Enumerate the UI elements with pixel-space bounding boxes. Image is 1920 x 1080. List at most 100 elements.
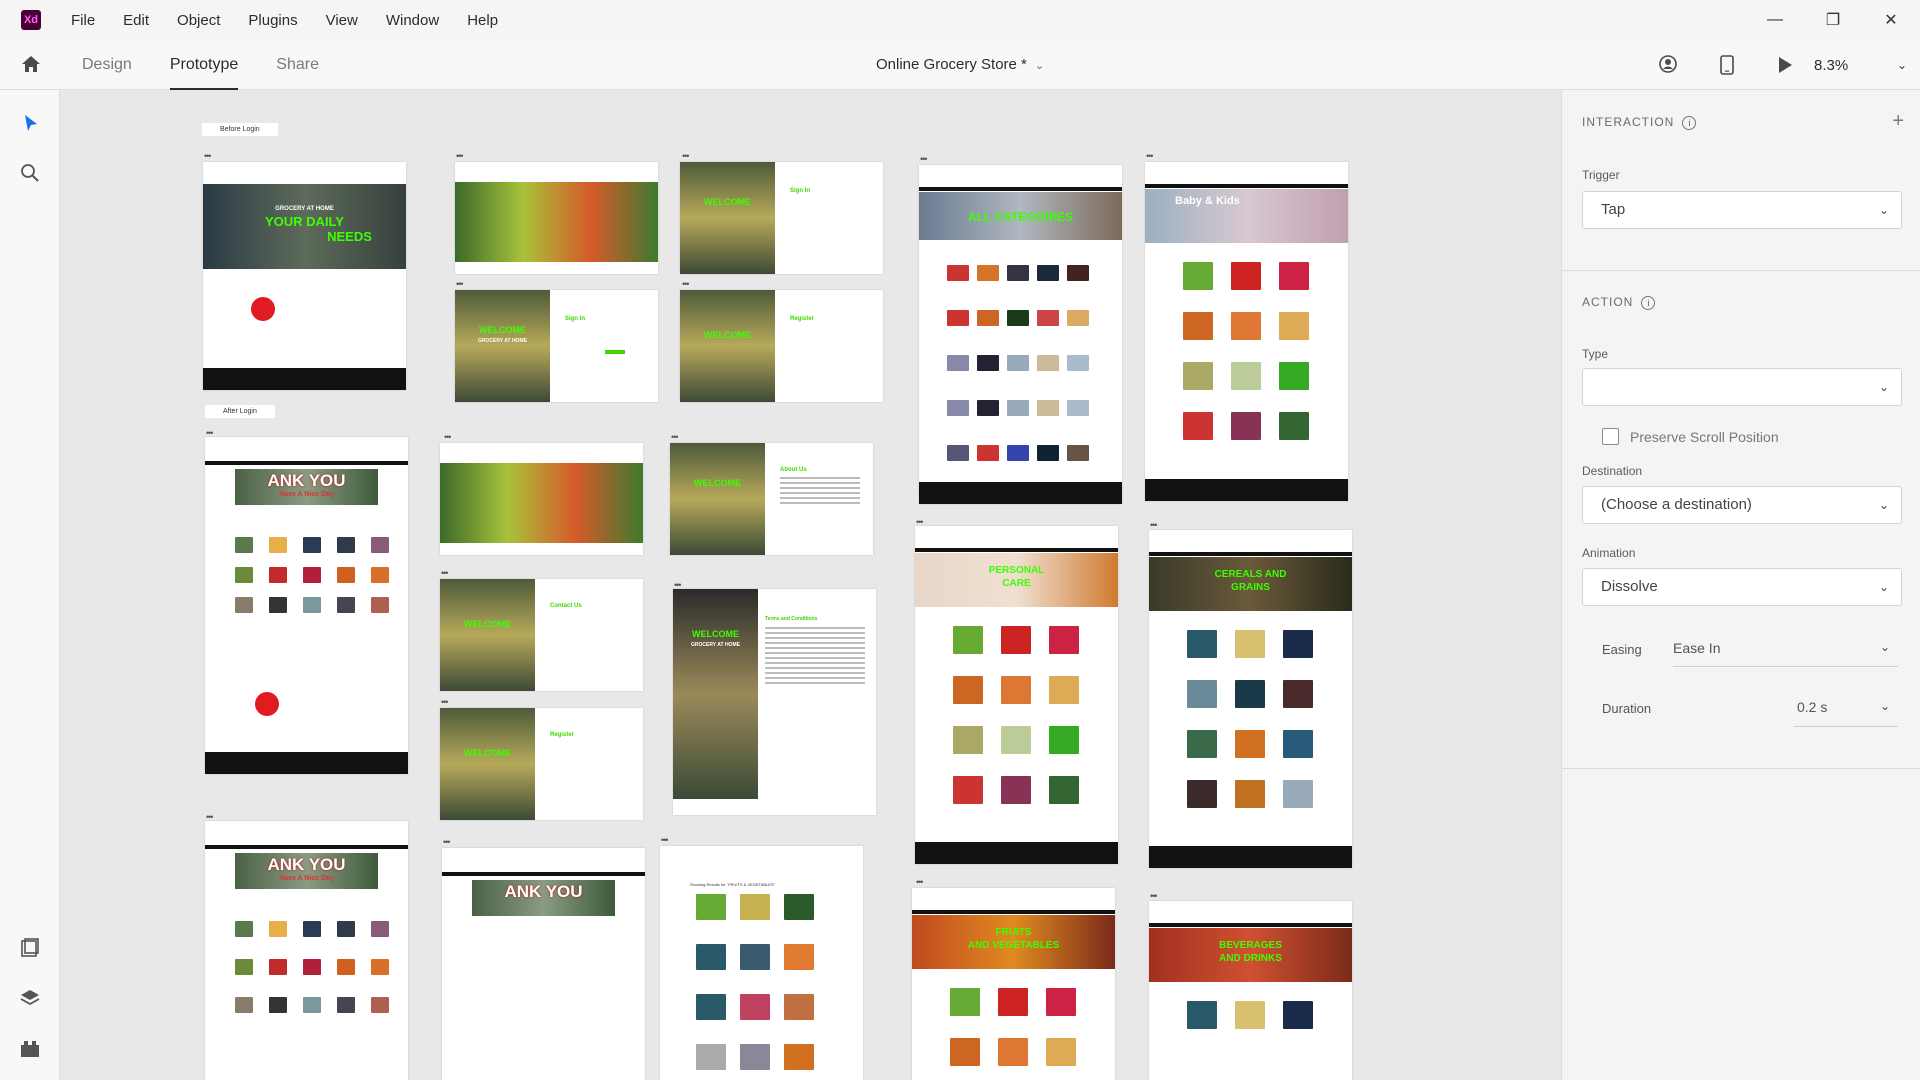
artboard-options-icon[interactable]: ••• <box>456 279 464 289</box>
products-grid <box>953 626 1079 804</box>
artboard-options-icon[interactable]: ••• <box>206 812 214 822</box>
duration-field[interactable]: 0.2 s <box>1797 699 1828 715</box>
interaction-section-title: INTERACTION i <box>1582 115 1697 130</box>
artboard-canvas[interactable]: Before Login After Login ••• GROCERY AT … <box>60 90 1561 1080</box>
artboard-options-icon[interactable]: ••• <box>443 837 451 847</box>
artboard-beverages[interactable]: BEVERAGES AND DRINKS <box>1149 901 1352 1080</box>
destination-dropdown[interactable]: (Choose a destination) ⌄ <box>1582 486 1902 524</box>
artboard-thankyou-3[interactable]: ANK YOU <box>442 848 645 1080</box>
trigger-dropdown[interactable]: Tap ⌄ <box>1582 191 1902 229</box>
artboard-terms[interactable]: WELCOME GROCERY AT HOME Terms and Condit… <box>673 589 876 815</box>
plugins-icon[interactable] <box>19 1037 41 1059</box>
categories-hero: ALL CATEGORIES <box>919 192 1122 240</box>
artboard-home[interactable]: GROCERY AT HOME YOUR DAILY NEEDS <box>203 162 406 390</box>
artboard-options-icon[interactable]: ••• <box>682 279 690 289</box>
artboard-register-2[interactable]: WELCOME Register <box>680 290 883 402</box>
footer <box>919 482 1122 504</box>
zoom-chevron-down-icon[interactable]: ⌄ <box>1896 58 1908 72</box>
menu-edit[interactable]: Edit <box>123 11 150 29</box>
cereals-line1: CEREALS AND <box>1214 569 1287 580</box>
preserve-scroll-checkbox[interactable] <box>1602 428 1619 445</box>
artboard-options-icon[interactable]: ••• <box>206 428 214 438</box>
artboard-contact[interactable]: WELCOME Contact Us <box>440 579 643 691</box>
artboard-options-icon[interactable]: ••• <box>671 432 679 442</box>
artboard-options-icon[interactable]: ••• <box>916 877 924 887</box>
artboard-options-icon[interactable]: ••• <box>682 151 690 161</box>
store-image: WELCOME <box>440 708 535 820</box>
mode-tabs: Design Prototype Share <box>82 40 357 90</box>
thankyou-banner: ANK YOU <box>472 880 615 916</box>
artboard-landing-2[interactable] <box>440 443 643 555</box>
action-section-title: ACTION i <box>1582 295 1656 310</box>
artboard-register-1[interactable]: WELCOME Register <box>440 708 643 820</box>
menu-help[interactable]: Help <box>467 11 499 29</box>
artboard-options-icon[interactable]: ••• <box>661 835 669 845</box>
artboard-options-icon[interactable]: ••• <box>916 517 924 527</box>
artboard-landing[interactable] <box>455 162 658 274</box>
artboard-signin-2[interactable]: WELCOME Sign In <box>680 162 883 274</box>
artboard-all-categories[interactable]: ALL CATEGORIES <box>919 165 1122 504</box>
menu-window[interactable]: Window <box>385 11 440 29</box>
type-dropdown[interactable]: ⌄ <box>1582 368 1902 406</box>
restore-icon[interactable]: ❐ <box>1825 12 1841 29</box>
add-interaction-icon[interactable]: + <box>1892 110 1904 132</box>
menu-view[interactable]: View <box>325 11 358 29</box>
artboard-baby-kids[interactable]: Baby & Kids <box>1145 162 1348 501</box>
menu-file[interactable]: File <box>71 11 96 29</box>
user-share-icon[interactable] <box>1640 55 1698 75</box>
welcome-text: WELCOME <box>464 748 511 758</box>
info-icon[interactable]: i <box>1682 115 1697 130</box>
animation-dropdown[interactable]: Dissolve ⌄ <box>1582 568 1902 606</box>
nav-bar <box>915 548 1118 552</box>
mobile-preview-icon[interactable] <box>1698 55 1756 75</box>
artboard-thankyou-1[interactable]: ANK YOU Have A Nice Day <box>205 437 408 774</box>
products-grid <box>1187 630 1313 808</box>
easing-dropdown[interactable]: Ease In <box>1673 640 1721 656</box>
tab-prototype[interactable]: Prototype <box>169 40 239 90</box>
artboard-search-results[interactable]: Showing Results for "FRUITS & VEGETABLES… <box>660 846 863 1080</box>
assets-icon[interactable] <box>19 937 41 959</box>
artboard-cereals[interactable]: CEREALS AND GRAINS <box>1149 530 1352 868</box>
minimize-icon[interactable]: — <box>1767 11 1783 28</box>
tab-design[interactable]: Design <box>82 56 132 73</box>
home-hero-image: GROCERY AT HOME YOUR DAILY NEEDS <box>203 184 406 269</box>
document-title[interactable]: Online Grocery Store * ⌄ <box>876 40 1044 91</box>
chevron-down-icon[interactable]: ⌄ <box>1880 640 1891 654</box>
label-before-login[interactable]: Before Login <box>202 123 278 136</box>
artboard-options-icon[interactable]: ••• <box>444 432 452 442</box>
fruits-veg-line2: AND VEGETABLES <box>967 940 1060 951</box>
chevron-down-icon[interactable]: ⌄ <box>1880 699 1891 713</box>
menu-object[interactable]: Object <box>177 11 221 29</box>
artboard-options-icon[interactable]: ••• <box>1146 151 1154 161</box>
artboard-options-icon[interactable]: ••• <box>1150 891 1158 901</box>
tab-share[interactable]: Share <box>276 56 319 73</box>
easing-underline <box>1673 666 1898 667</box>
artboard-options-icon[interactable]: ••• <box>456 151 464 161</box>
artboard-personal-care[interactable]: PERSONAL CARE <box>915 526 1118 864</box>
artboard-options-icon[interactable]: ••• <box>441 697 449 707</box>
property-inspector: INTERACTION i + Trigger Tap ⌄ ACTION i Type… <box>1561 90 1920 1080</box>
menu-plugins[interactable]: Plugins <box>248 11 298 29</box>
layers-icon[interactable] <box>19 987 41 1009</box>
zoom-level[interactable]: 8.3% <box>1814 56 1849 74</box>
products-grid <box>950 988 1076 1066</box>
destination-label: Destination <box>1582 464 1643 478</box>
info-icon[interactable]: i <box>1641 295 1656 310</box>
close-icon[interactable]: ✕ <box>1884 12 1898 29</box>
label-after-login[interactable]: After Login <box>205 405 275 418</box>
artboard-options-icon[interactable]: ••• <box>674 580 682 590</box>
select-arrow-icon[interactable] <box>19 112 41 134</box>
artboard-about[interactable]: WELCOME About Us <box>670 443 873 555</box>
play-icon[interactable] <box>1756 56 1814 74</box>
welcome-text: WELCOME <box>464 619 511 629</box>
artboard-signin-1[interactable]: WELCOME GROCERY AT HOME Sign In <box>455 290 658 402</box>
search-icon[interactable] <box>19 162 41 184</box>
artboard-options-icon[interactable]: ••• <box>920 154 928 164</box>
artboard-fruits-veg[interactable]: FRUITS AND VEGETABLES <box>912 888 1115 1080</box>
artboard-thankyou-2[interactable]: ANK YOU Have A Nice Day <box>205 821 408 1080</box>
artboard-options-icon[interactable]: ••• <box>204 151 212 161</box>
home-icon[interactable] <box>20 53 42 75</box>
nav-bar <box>205 845 408 849</box>
artboard-options-icon[interactable]: ••• <box>1150 520 1158 530</box>
artboard-options-icon[interactable]: ••• <box>441 568 449 578</box>
